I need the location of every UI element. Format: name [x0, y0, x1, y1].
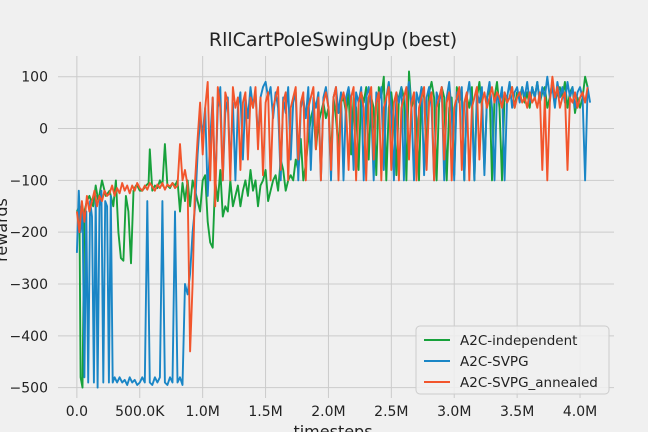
- y-tick-label: 0: [39, 122, 48, 138]
- y-axis-label: rewards: [0, 198, 11, 262]
- legend-items: A2C-independent A2C-SVPG A2C-SVPG_annealed: [424, 333, 598, 391]
- legend-label: A2C-SVPG: [460, 354, 529, 370]
- y-tick-label: −500: [10, 381, 48, 397]
- x-tick-label: 3.5M: [500, 404, 534, 420]
- x-tick-label: 0.0: [66, 404, 88, 420]
- y-tick-label: −400: [10, 329, 48, 345]
- series-line-a2c-svpg-annealed: [75, 75, 589, 353]
- x-tick-label: 500.0K: [115, 404, 165, 420]
- x-tick-label: 4.0M: [563, 404, 597, 420]
- tick-labels: 100 0 −100 −200 −300 −400 −500 0.0 500.0K 1.0M 1.5…: [10, 70, 598, 420]
- y-tick-label: 100: [21, 70, 48, 86]
- y-tick-label: −200: [10, 225, 48, 241]
- x-tick-label: 1.5M: [248, 404, 282, 420]
- x-tick-label: 2.0M: [311, 404, 345, 420]
- y-tick-label: −300: [10, 277, 48, 293]
- x-tick-label: 1.0M: [185, 404, 219, 420]
- legend-box: [415, 325, 610, 395]
- chart-title: RllCartPoleSwingUp (best): [209, 29, 457, 51]
- x-tick-label: 3.0M: [437, 404, 471, 420]
- series-lines: [75, 70, 592, 389]
- legend: A2C-independent A2C-SVPG A2C-SVPG_annealed: [415, 325, 610, 395]
- x-axis-label: timesteps: [293, 422, 372, 432]
- legend-label: A2C-independent: [460, 333, 577, 349]
- legend-label: A2C-SVPG_annealed: [460, 375, 598, 391]
- y-tick-label: −100: [10, 173, 48, 189]
- x-tick-label: 2.5M: [374, 404, 408, 420]
